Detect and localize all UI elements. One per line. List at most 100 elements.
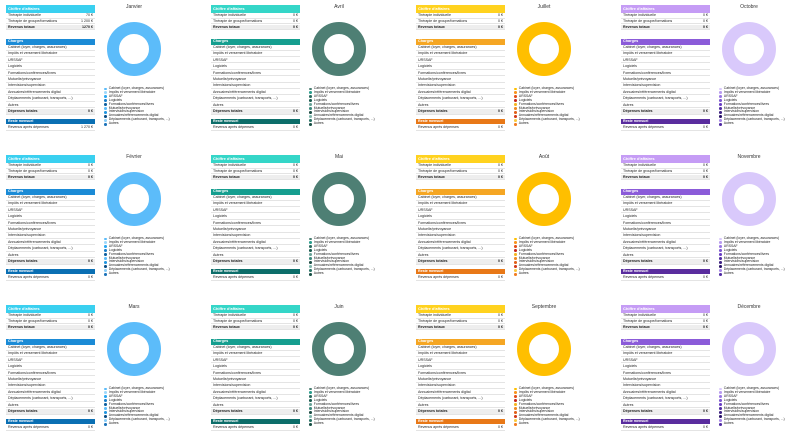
- row-label: Cabinet (loyer, charges, assurances): [418, 345, 477, 349]
- expense-row: Formations/conférences/livres: [416, 371, 505, 377]
- remaining-row: Revenus après dépenses 0 €: [211, 275, 300, 281]
- legend-label: Formations/conférences/livres: [723, 251, 770, 256]
- legend-swatch: [514, 410, 517, 414]
- expense-row: Autres: [621, 253, 710, 259]
- legend-label: Annuaires/référencements digital: [518, 263, 569, 268]
- legend-item: URSSAF: [104, 244, 198, 249]
- row-label: Mutuelle/prévoyance: [623, 227, 657, 231]
- remaining-header: Reste mensuel: [6, 119, 95, 124]
- legend-swatch: [309, 391, 312, 395]
- row-label: Revenus après dépenses: [213, 275, 254, 279]
- legend-label: Intervisions/supervision: [313, 409, 350, 414]
- revenue-row: Thérapie de groupe/formations 0 €: [211, 319, 300, 325]
- month-panel: Chiffre d'affaires Thérapie individuelle 0…: [410, 300, 610, 446]
- remaining-header: Reste mensuel: [621, 269, 710, 274]
- row-value: 0 €: [498, 409, 503, 413]
- revenue-row: Thérapie de groupe/formations 1 200 €: [6, 19, 95, 25]
- legend-swatch: [514, 399, 517, 403]
- row-label: Autres: [418, 252, 429, 257]
- row-label: Dépenses totales: [418, 259, 448, 263]
- legend-item: Autres: [309, 421, 403, 426]
- expense-row: Déplacements (carburant, transports, ...…: [621, 396, 710, 402]
- row-label: Cabinet (loyer, charges, assurances): [623, 345, 682, 349]
- expense-row: Autres: [416, 253, 505, 259]
- legend-swatch: [514, 122, 517, 126]
- expense-row: URSSAF: [621, 58, 710, 64]
- revenue-row: Thérapie individuelle 70 €: [6, 13, 95, 19]
- legend-label: Annuaires/référencements digital: [108, 413, 159, 418]
- legend-label: URSSAF: [313, 393, 328, 398]
- legend-label: Mutuelle/prévoyance: [313, 405, 346, 410]
- expense-row: Déplacements (carburant, transports, ...…: [6, 396, 95, 402]
- row-label: Déplacements (carburant, transports, ...…: [418, 396, 483, 401]
- row-value: 0 €: [293, 318, 298, 323]
- expense-row: Dépenses totales 0 €: [621, 409, 710, 415]
- revenue-header: Chiffre d'affaires: [211, 155, 300, 163]
- row-label: Formations/conférences/livres: [8, 370, 56, 375]
- row-value: 0 €: [293, 313, 298, 317]
- legend-item: Déplacements (carburant, transports, ...…: [514, 117, 608, 122]
- legend-item: Déplacements (carburant, transports, ...…: [719, 417, 800, 422]
- remaining-row: Revenus après dépenses 0 €: [6, 425, 95, 431]
- revenue-row: Thérapie de groupe/formations 0 €: [211, 169, 300, 175]
- row-label: Revenus après dépenses: [8, 275, 49, 279]
- legend-label: Autres: [518, 421, 529, 426]
- expense-row: Cabinet (loyer, charges, assurances): [6, 345, 95, 351]
- row-label: Formations/conférences/livres: [213, 70, 261, 75]
- legend-label: Mutuelle/prévoyance: [723, 255, 756, 260]
- expense-row: Annuaires/référencements digital: [211, 90, 300, 96]
- row-label: Impôts et versement libératoire: [623, 351, 673, 356]
- legend-item: Déplacements (carburant, transports, ...…: [514, 417, 608, 422]
- expense-row: Autres: [211, 103, 300, 109]
- remaining-row: Revenus après dépenses 0 €: [211, 425, 300, 431]
- expense-row: Logiciels: [621, 64, 710, 70]
- legend-item: Intervisions/supervision: [309, 110, 403, 114]
- row-label: Formations/conférences/livres: [418, 70, 466, 75]
- legend-label: Autres: [108, 121, 119, 126]
- legend-swatch: [719, 414, 722, 418]
- legend-label: Déplacements (carburant, transports, ...…: [518, 267, 580, 272]
- revenue-row: Revenus totaux 0 €: [211, 24, 300, 31]
- row-label: Revenus après dépenses: [213, 425, 254, 429]
- expense-row: Autres: [416, 403, 505, 409]
- legend-swatch: [514, 272, 517, 276]
- expense-row: Formations/conférences/livres: [211, 221, 300, 227]
- row-label: Cabinet (loyer, charges, assurances): [418, 45, 477, 49]
- chart-legend: Cabinet (loyer, charges, assurances) Impô…: [514, 236, 608, 276]
- revenue-row: Thérapie individuelle 0 €: [211, 13, 300, 19]
- remaining-row: Revenus après dépenses 1 270 €: [6, 125, 95, 131]
- remaining-header: Reste mensuel: [211, 119, 300, 124]
- legend-swatch: [309, 237, 312, 241]
- expense-row: Déplacements (carburant, transports, ...…: [211, 246, 300, 252]
- legend-label: Mutuelle/prévoyance: [108, 405, 141, 410]
- row-label: Dépenses totales: [418, 109, 448, 113]
- legend-label: Annuaires/référencements digital: [723, 113, 774, 118]
- row-label: Formations/conférences/livres: [623, 370, 671, 375]
- legend-swatch: [309, 245, 312, 249]
- legend-label: Logiciels: [313, 97, 327, 102]
- row-value: 0 €: [88, 168, 93, 173]
- row-label: Dépenses totales: [213, 259, 243, 263]
- charges-header: Charges: [416, 339, 505, 345]
- legend-swatch: [104, 257, 107, 260]
- row-label: Intervisions/supervision: [623, 233, 661, 238]
- legend-label: Impôts et versement libératoire: [723, 389, 771, 394]
- legend-swatch: [514, 237, 517, 241]
- legend-label: Autres: [313, 421, 324, 426]
- legend-swatch: [104, 91, 107, 95]
- row-label: Revenus totaux: [8, 324, 35, 329]
- donut-slice: [312, 22, 366, 76]
- legend-item: Mutuelle/prévoyance: [309, 256, 403, 261]
- row-label: Logiciels: [418, 64, 432, 69]
- legend-swatch: [719, 272, 722, 276]
- legend-item: Impôts et versement libératoire: [104, 390, 198, 395]
- legend-item: Intervisions/supervision: [309, 260, 403, 264]
- row-label: Thérapie de groupe/formations: [418, 18, 468, 23]
- donut-slice: [312, 172, 366, 226]
- legend-item: Impôts et versement libératoire: [309, 390, 403, 395]
- legend-label: Impôts et versement libératoire: [108, 239, 156, 244]
- revenue-header: Chiffre d'affaires: [621, 155, 710, 163]
- expense-row: Formations/conférences/livres: [621, 221, 710, 227]
- row-label: Thérapie individuelle: [213, 13, 246, 17]
- expense-row: Mutuelle/prévoyance: [416, 377, 505, 383]
